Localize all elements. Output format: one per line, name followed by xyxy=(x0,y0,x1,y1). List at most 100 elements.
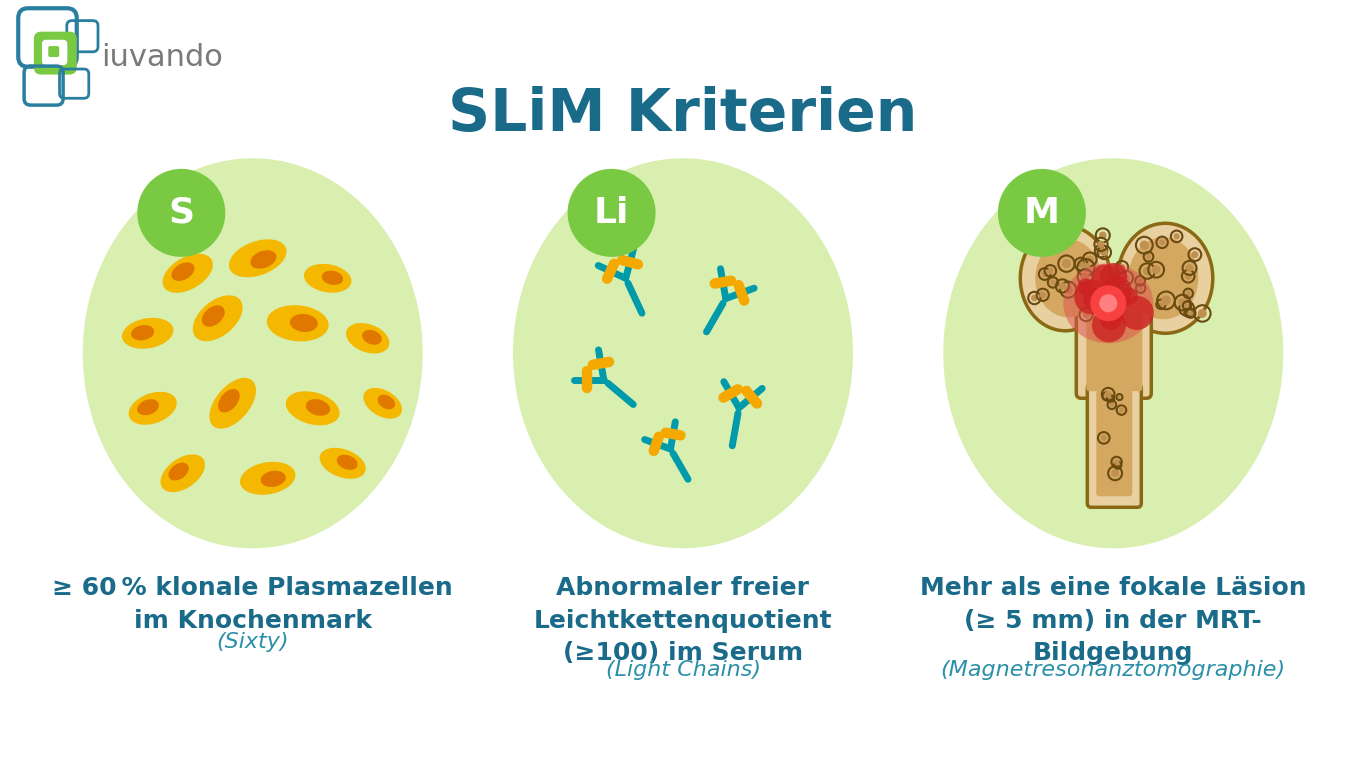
Circle shape xyxy=(1188,310,1194,316)
Circle shape xyxy=(1100,294,1117,313)
Text: SLiM Kriterien: SLiM Kriterien xyxy=(448,87,918,144)
Circle shape xyxy=(1121,274,1130,282)
Text: M: M xyxy=(1024,196,1060,230)
Circle shape xyxy=(1101,435,1106,441)
Circle shape xyxy=(1139,240,1149,250)
Circle shape xyxy=(1143,266,1152,275)
Circle shape xyxy=(1050,280,1056,285)
Circle shape xyxy=(1109,397,1112,401)
Circle shape xyxy=(1100,308,1121,330)
Circle shape xyxy=(1120,296,1154,330)
Circle shape xyxy=(1086,256,1094,263)
Circle shape xyxy=(1082,311,1090,318)
Circle shape xyxy=(1186,291,1191,296)
Text: Li: Li xyxy=(594,196,630,230)
Circle shape xyxy=(1161,296,1171,306)
Circle shape xyxy=(1074,280,1109,314)
Circle shape xyxy=(1098,231,1106,239)
Circle shape xyxy=(1059,231,1064,236)
Circle shape xyxy=(1183,304,1191,313)
Circle shape xyxy=(1120,287,1138,306)
Circle shape xyxy=(1031,295,1038,301)
Circle shape xyxy=(1064,285,1072,294)
Ellipse shape xyxy=(944,158,1283,548)
Ellipse shape xyxy=(219,389,239,412)
Ellipse shape xyxy=(337,455,358,470)
Circle shape xyxy=(1146,254,1152,260)
Text: (Light Chains): (Light Chains) xyxy=(605,660,761,680)
Circle shape xyxy=(1116,463,1120,467)
Ellipse shape xyxy=(1063,263,1153,343)
Ellipse shape xyxy=(266,305,329,342)
Circle shape xyxy=(1119,263,1126,271)
Circle shape xyxy=(1100,263,1127,290)
Circle shape xyxy=(1158,302,1164,307)
Circle shape xyxy=(1104,394,1109,399)
Circle shape xyxy=(1083,288,1105,310)
Ellipse shape xyxy=(346,323,389,353)
Text: ≥ 60 % klonale Plasmazellen
im Knochenmark: ≥ 60 % klonale Plasmazellen im Knochenma… xyxy=(52,576,454,633)
Text: (Magnetresonanztomographie): (Magnetresonanztomographie) xyxy=(941,660,1285,680)
Circle shape xyxy=(1113,459,1120,465)
Ellipse shape xyxy=(261,471,285,487)
Circle shape xyxy=(1191,251,1198,258)
Circle shape xyxy=(1109,402,1115,407)
Circle shape xyxy=(1198,309,1208,318)
Circle shape xyxy=(1152,266,1161,274)
Circle shape xyxy=(1090,285,1127,321)
FancyBboxPatch shape xyxy=(1097,390,1132,496)
FancyBboxPatch shape xyxy=(48,46,59,57)
Ellipse shape xyxy=(163,253,213,293)
Ellipse shape xyxy=(290,314,318,332)
Ellipse shape xyxy=(514,158,852,548)
Ellipse shape xyxy=(1035,240,1101,317)
Circle shape xyxy=(1081,273,1089,281)
Circle shape xyxy=(1102,276,1132,306)
Circle shape xyxy=(1098,247,1105,254)
Circle shape xyxy=(1186,310,1191,315)
Circle shape xyxy=(1078,260,1085,267)
FancyBboxPatch shape xyxy=(1086,306,1142,391)
Circle shape xyxy=(1117,396,1121,399)
Ellipse shape xyxy=(131,325,154,340)
Ellipse shape xyxy=(240,462,295,495)
Circle shape xyxy=(1056,236,1061,242)
Circle shape xyxy=(999,169,1086,257)
Ellipse shape xyxy=(285,391,340,425)
Circle shape xyxy=(1177,298,1187,307)
Ellipse shape xyxy=(172,263,194,281)
Circle shape xyxy=(1101,249,1108,256)
Ellipse shape xyxy=(229,240,287,277)
Circle shape xyxy=(1040,291,1046,298)
Circle shape xyxy=(1048,268,1053,274)
Circle shape xyxy=(1138,286,1143,291)
Text: Abnormaler freier
Leichtkettenquotient
(≥100) im Serum: Abnormaler freier Leichtkettenquotient (… xyxy=(534,576,832,665)
Circle shape xyxy=(1101,304,1123,326)
Circle shape xyxy=(1102,287,1106,293)
Ellipse shape xyxy=(1020,226,1111,331)
Circle shape xyxy=(568,169,656,257)
Circle shape xyxy=(1158,239,1165,246)
FancyBboxPatch shape xyxy=(34,31,76,74)
Ellipse shape xyxy=(363,388,402,419)
Ellipse shape xyxy=(1117,223,1213,333)
Text: Mehr als eine fokale Läsion
(≥ 5 mm) in der MRT-
Bildgebung: Mehr als eine fokale Läsion (≥ 5 mm) in … xyxy=(919,576,1307,665)
Ellipse shape xyxy=(322,270,343,285)
Ellipse shape xyxy=(306,399,331,415)
Ellipse shape xyxy=(305,264,351,293)
Circle shape xyxy=(1078,278,1094,296)
Circle shape xyxy=(1041,271,1048,277)
Circle shape xyxy=(1105,391,1112,398)
Ellipse shape xyxy=(202,306,225,326)
Circle shape xyxy=(1138,278,1143,283)
Ellipse shape xyxy=(128,392,176,425)
Ellipse shape xyxy=(168,462,189,481)
Circle shape xyxy=(1093,264,1117,290)
Circle shape xyxy=(1085,286,1091,293)
Ellipse shape xyxy=(250,250,276,269)
FancyBboxPatch shape xyxy=(1087,384,1141,508)
Ellipse shape xyxy=(377,395,395,409)
Circle shape xyxy=(1061,259,1071,268)
Ellipse shape xyxy=(362,330,381,345)
Circle shape xyxy=(1059,283,1065,290)
